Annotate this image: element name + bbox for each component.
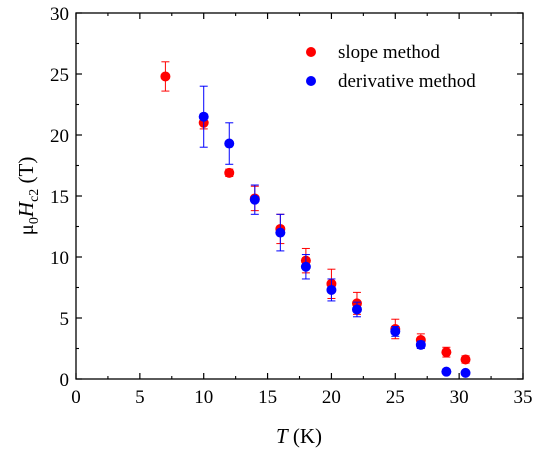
data-marks	[160, 61, 471, 378]
data-point	[460, 354, 471, 365]
data-point	[441, 366, 452, 377]
data-point	[351, 304, 362, 315]
x-tick-label: 30	[450, 387, 469, 408]
data-point	[300, 261, 311, 272]
data-point	[326, 284, 337, 295]
data-point	[415, 339, 426, 350]
data-point	[275, 227, 286, 238]
y-tick-label: 25	[50, 65, 69, 86]
legend-marker	[306, 76, 316, 86]
y-tick-label: 10	[50, 248, 69, 269]
x-tick-label: 5	[135, 387, 145, 408]
x-axis: 0 5 10 15 20 25 30 35	[71, 13, 533, 408]
x-tick-label: 35	[514, 387, 533, 408]
legend-label: slope method	[338, 42, 440, 63]
y-axis-title-unit: (T)	[14, 157, 38, 189]
legend-marker	[306, 47, 316, 57]
plot-area	[75, 12, 524, 380]
data-point	[224, 167, 235, 178]
y-tick-label: 30	[50, 4, 69, 25]
y-tick-label: 0	[60, 370, 70, 391]
x-tick-label: 25	[386, 387, 405, 408]
y-axis-title-italic: H	[14, 200, 38, 218]
y-axis-title-sub: c2	[27, 189, 42, 202]
y-tick-label: 15	[50, 187, 69, 208]
data-point	[224, 138, 235, 149]
data-point	[390, 326, 401, 337]
y-tick-label: 5	[60, 309, 70, 330]
x-tick-label: 15	[258, 387, 277, 408]
x-tick-label: 10	[194, 387, 213, 408]
data-point	[249, 194, 260, 205]
data-point	[198, 111, 209, 122]
series-slope-method	[160, 61, 471, 365]
y-tick-label: 20	[50, 126, 69, 147]
y-axis-title: μ0Hc2 (T)	[14, 157, 42, 236]
x-tick-label: 0	[71, 387, 81, 408]
x-axis-title: T (K)	[276, 424, 322, 448]
x-axis-title-italic: T	[276, 424, 289, 448]
y-axis: 0 5 10 15 20 25 30	[50, 4, 523, 391]
x-axis-title-unit: (K)	[288, 424, 322, 448]
series-derivative-method	[198, 85, 471, 378]
y-axis-title-mu: μ	[14, 224, 38, 235]
data-point	[441, 347, 452, 358]
x-tick-label: 20	[322, 387, 341, 408]
y-axis-title-mu-sub: 0	[27, 217, 42, 224]
legend: slope method derivative method	[306, 42, 476, 92]
plot-border	[75, 12, 524, 380]
legend-label: derivative method	[338, 71, 476, 92]
data-point	[160, 71, 171, 82]
data-point	[460, 367, 471, 378]
